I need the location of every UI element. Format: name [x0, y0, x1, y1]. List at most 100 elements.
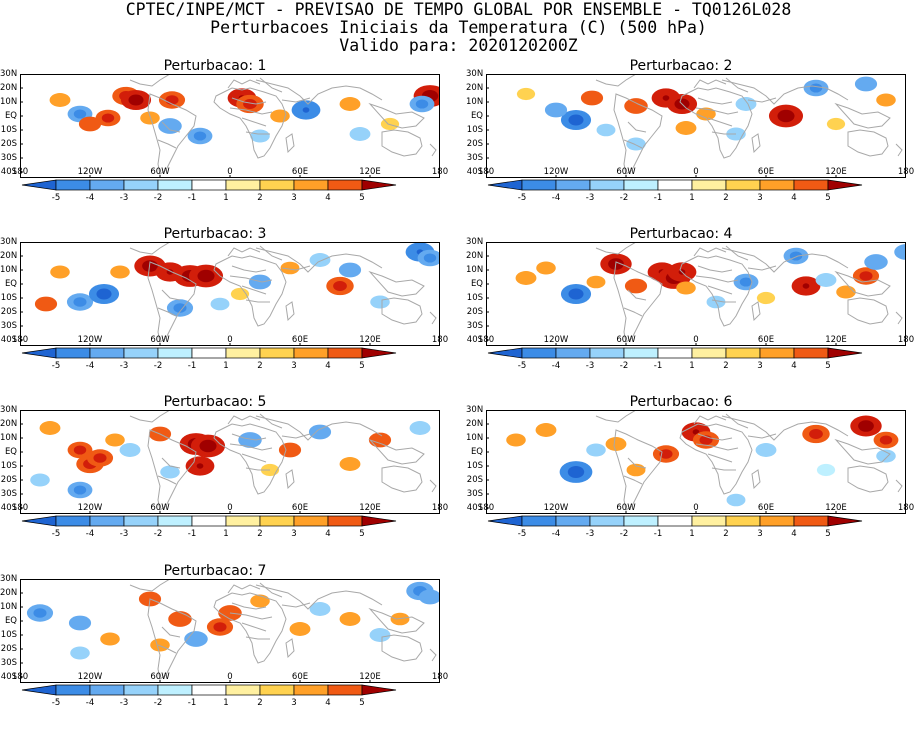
- longitude-label: 0: [227, 335, 233, 345]
- latitude-label: 20S: [0, 307, 17, 317]
- latitude-label: 30N: [0, 405, 18, 415]
- latitude-label: 10S: [0, 461, 17, 471]
- colorbar-tick-label: 4: [791, 529, 797, 539]
- colorbar-tick-label: 2: [257, 361, 263, 371]
- latitude-label: 40S: [0, 672, 17, 682]
- longitude-label: 60W: [150, 672, 170, 682]
- colorbar-tick-label: 5: [359, 361, 365, 371]
- colorbar: [21, 347, 397, 359]
- colorbar-tick-label: 1: [223, 361, 229, 371]
- colorbar-tick-label: 2: [257, 193, 263, 203]
- latitude-label: EQ: [4, 279, 17, 289]
- colorbar-tick-label: 4: [325, 529, 331, 539]
- colorbar-tick-label: -4: [551, 193, 561, 203]
- latitude-label: 30N: [0, 237, 18, 247]
- colorbar-tick-label: 5: [359, 193, 365, 203]
- subtitle-valid-date: Valido para: 2020120200Z: [339, 36, 578, 55]
- longitude-label: 180: [11, 167, 29, 177]
- longitude-label: 60E: [291, 335, 309, 345]
- longitude-label: 120W: [77, 335, 103, 345]
- longitude-label: 180: [431, 335, 449, 345]
- colorbar-tick-label: -1: [187, 529, 197, 539]
- colorbar-tick-label: 2: [723, 529, 729, 539]
- colorbar-tick-label: 1: [223, 698, 229, 708]
- map-panel-1: Perturbacao: 1 30N 20N 10N EQ 10S 20S 30S 40S 180…: [0, 58, 448, 228]
- colorbar-tick-label: -2: [153, 361, 163, 371]
- temperature-perturbation-map: [20, 242, 440, 346]
- latitude-label: 10N: [466, 97, 484, 107]
- latitude-label: 20S: [0, 475, 17, 485]
- longitude-label: 60W: [150, 167, 170, 177]
- subtitle-variable: Perturbacoes Iniciais da Temperatura (C)…: [210, 18, 707, 37]
- longitude-label: 0: [227, 672, 233, 682]
- longitude-label: 0: [693, 503, 699, 513]
- latitude-label: 40S: [466, 167, 483, 177]
- latitude-label: 20N: [0, 588, 18, 598]
- latitude-label: EQ: [470, 279, 483, 289]
- map-panel-7: Perturbacao: 7 30N 20N 10N EQ 10S 20S 30S 40S 180…: [0, 563, 448, 733]
- latitude-label: 10S: [0, 125, 17, 135]
- latitude-label: EQ: [4, 111, 17, 121]
- latitude-label: 40S: [0, 167, 17, 177]
- longitude-label: 120E: [359, 167, 381, 177]
- latitude-label: 30N: [466, 237, 484, 247]
- colorbar-tick-label: 2: [723, 361, 729, 371]
- temperature-perturbation-map: [486, 410, 906, 514]
- colorbar-tick-label: 3: [291, 193, 297, 203]
- temperature-perturbation-map: [486, 74, 906, 178]
- latitude-label: 30S: [0, 489, 17, 499]
- longitude-label: 180: [897, 503, 915, 513]
- colorbar-tick-label: -3: [119, 193, 129, 203]
- latitude-label: 20N: [466, 83, 484, 93]
- latitude-label: 30N: [0, 69, 18, 79]
- latitude-label: 20S: [466, 139, 483, 149]
- longitude-label: 120E: [359, 335, 381, 345]
- colorbar-tick-label: -5: [51, 698, 61, 708]
- colorbar-tick-label: -2: [619, 193, 629, 203]
- longitude-label: 60E: [291, 503, 309, 513]
- latitude-label: 20N: [466, 419, 484, 429]
- longitude-label: 0: [227, 503, 233, 513]
- panel-title: Perturbacao: 3: [163, 226, 267, 242]
- longitude-label: 120E: [825, 167, 847, 177]
- longitude-label: 120E: [359, 503, 381, 513]
- longitude-label: 180: [477, 167, 495, 177]
- latitude-label: 30S: [466, 489, 483, 499]
- latitude-label: 20N: [466, 251, 484, 261]
- longitude-label: 180: [477, 503, 495, 513]
- colorbar-tick-label: -5: [517, 193, 527, 203]
- latitude-label: 10N: [0, 602, 18, 612]
- latitude-label: 30S: [466, 321, 483, 331]
- latitude-label: 10N: [0, 265, 18, 275]
- colorbar-tick-label: -3: [119, 361, 129, 371]
- latitude-label: 40S: [0, 503, 17, 513]
- latitude-label: 30S: [466, 153, 483, 163]
- colorbar-tick-label: -1: [187, 361, 197, 371]
- latitude-label: 20N: [0, 419, 18, 429]
- longitude-label: 120W: [77, 167, 103, 177]
- latitude-label: EQ: [470, 111, 483, 121]
- longitude-label: 60E: [757, 335, 775, 345]
- latitude-label: 20S: [0, 139, 17, 149]
- colorbar-tick-label: -3: [119, 698, 129, 708]
- latitude-label: 30N: [0, 574, 18, 584]
- longitude-label: 120E: [825, 335, 847, 345]
- colorbar-tick-label: 5: [825, 361, 831, 371]
- colorbar-tick-label: -4: [85, 361, 95, 371]
- colorbar-tick-label: 5: [359, 698, 365, 708]
- colorbar-tick-label: 3: [291, 361, 297, 371]
- latitude-label: 10S: [466, 461, 483, 471]
- colorbar-tick-label: -2: [153, 193, 163, 203]
- colorbar-tick-label: 1: [689, 529, 695, 539]
- panel-title: Perturbacao: 1: [163, 58, 267, 74]
- map-panel-2: Perturbacao: 2 30N 20N 10N EQ 10S 20S 30S 40S 180…: [466, 58, 914, 228]
- longitude-label: 180: [431, 672, 449, 682]
- latitude-label: 30S: [0, 658, 17, 668]
- map-panel-6: Perturbacao: 6 30N 20N 10N EQ 10S 20S 30S 40S 180…: [466, 394, 914, 564]
- latitude-label: 40S: [466, 335, 483, 345]
- longitude-label: 120E: [825, 503, 847, 513]
- longitude-label: 180: [11, 335, 29, 345]
- longitude-label: 60E: [291, 167, 309, 177]
- colorbar: [21, 515, 397, 527]
- colorbar-tick-label: -3: [585, 529, 595, 539]
